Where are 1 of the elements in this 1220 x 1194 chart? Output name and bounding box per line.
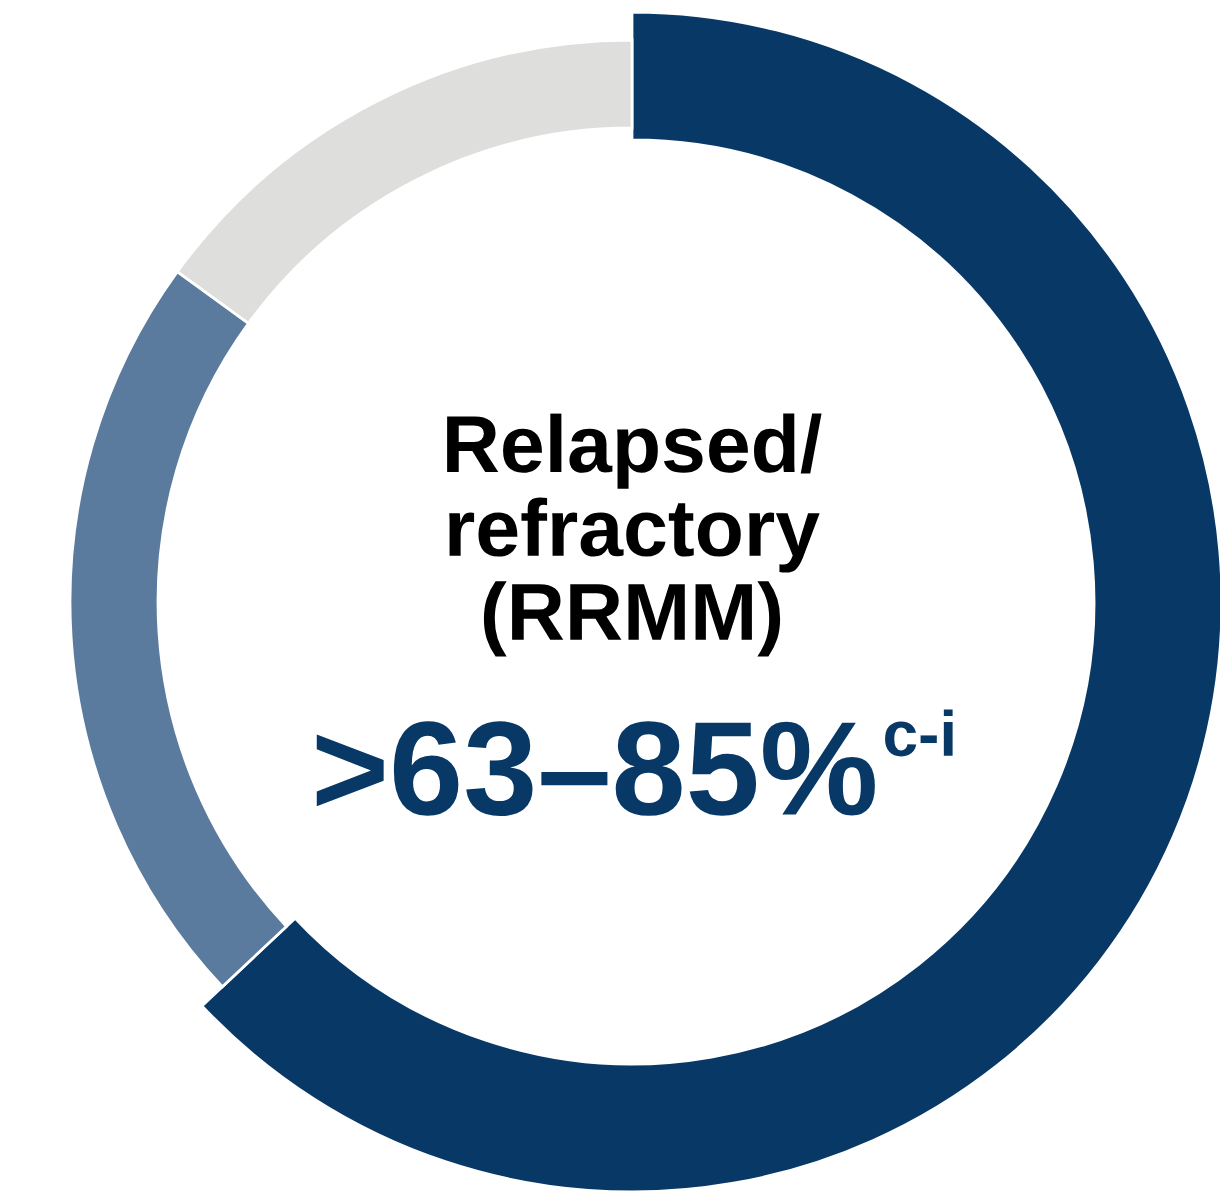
text: Relapsed/ refractory (RRMM): [447, 413, 822, 657]
